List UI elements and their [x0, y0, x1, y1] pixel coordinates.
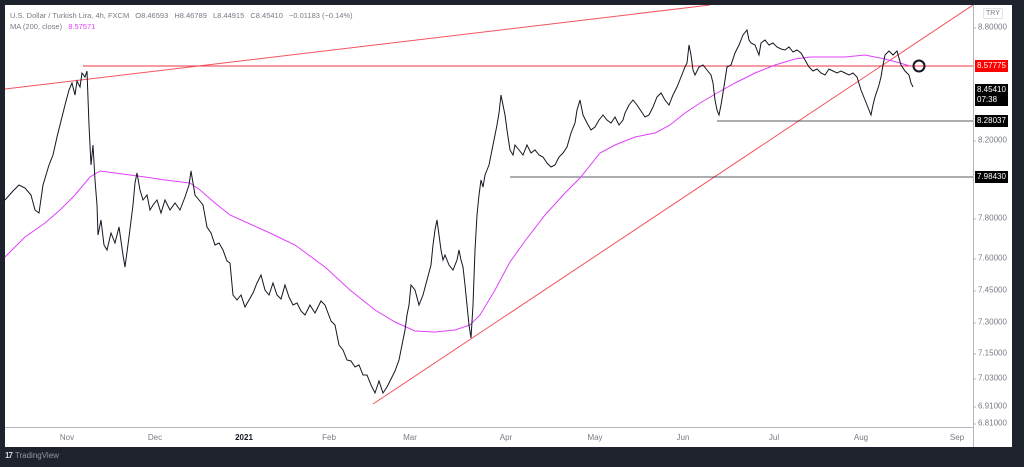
- price-tick: 6.81000: [973, 418, 1007, 428]
- price-tick: 7.45000: [973, 285, 1007, 295]
- price-tick: 7.60000: [973, 253, 1007, 263]
- change-value: −0.01183 (−0.14%): [288, 11, 353, 20]
- circle-marker: [912, 59, 926, 73]
- price-chart-svg: [5, 5, 973, 405]
- open-value: O8.46593: [135, 11, 169, 20]
- price-tick: 6.91000: [973, 401, 1007, 411]
- upper-trendline: [5, 5, 711, 90]
- bar-countdown: 07:38: [977, 95, 998, 104]
- price-tick: 7.15000: [973, 348, 1007, 358]
- price-tick: 7.80000: [973, 213, 1007, 223]
- price-tick: 7.30000: [973, 317, 1007, 327]
- last-price-badge: 8.45410 07:38: [975, 84, 1008, 106]
- ma-value: 8.57571: [68, 22, 96, 31]
- high-value: H8.46789: [174, 11, 207, 20]
- time-label: Jun: [676, 433, 690, 442]
- last-price-value: 8.45410: [977, 85, 1006, 94]
- ma-label[interactable]: MA (200, close): [10, 22, 63, 31]
- price-line: [5, 28, 914, 395]
- time-label: Feb: [322, 433, 336, 442]
- brand-label[interactable]: TradingView: [14, 451, 59, 460]
- time-label: Sep: [949, 433, 965, 442]
- price-tick: 7.03000: [973, 373, 1007, 383]
- time-label: May: [587, 433, 603, 442]
- chart-plot-area[interactable]: U.S. Dollar / Turkish Lira, 4h, FXCM O8.…: [5, 5, 973, 427]
- time-label: Jul: [768, 433, 780, 442]
- symbol-label[interactable]: U.S. Dollar / Turkish Lira, 4h, FXCM: [10, 11, 130, 20]
- time-label: Mar: [403, 433, 417, 442]
- time-label: Dec: [147, 433, 163, 442]
- resistance-price-badge: 8.57775: [975, 60, 1008, 72]
- legend-row-ma: MA (200, close) 8.57571: [10, 21, 357, 32]
- support1-price-badge: 8.28037: [975, 115, 1008, 127]
- time-label: Apr: [499, 433, 513, 442]
- support2-price-badge: 7.98430: [975, 171, 1008, 183]
- time-axis[interactable]: Nov Dec 2021 Feb Mar Apr May Jun Jul Aug…: [5, 427, 973, 448]
- tradingview-logo-icon[interactable]: 17: [5, 451, 13, 460]
- time-label: Nov: [59, 433, 75, 442]
- close-value: C8.45410: [250, 11, 283, 20]
- legend-row-symbol: U.S. Dollar / Turkish Lira, 4h, FXCM O8.…: [10, 10, 357, 21]
- price-axis[interactable]: TRY 8.80000 8.20000 7.80000 7.60000 7.45…: [973, 5, 1013, 447]
- chart-legend: U.S. Dollar / Turkish Lira, 4h, FXCM O8.…: [10, 10, 357, 32]
- time-label: Aug: [853, 433, 869, 442]
- chart-frame: U.S. Dollar / Turkish Lira, 4h, FXCM O8.…: [5, 5, 1012, 447]
- time-label: 2021: [235, 433, 253, 442]
- currency-label[interactable]: TRY: [983, 8, 1003, 19]
- price-tick: 8.80000: [973, 22, 1007, 32]
- footer: 17 TradingView: [5, 451, 59, 460]
- rising-trendline: [372, 5, 973, 405]
- price-tick: 8.20000: [973, 135, 1007, 145]
- low-value: L8.44915: [212, 11, 245, 20]
